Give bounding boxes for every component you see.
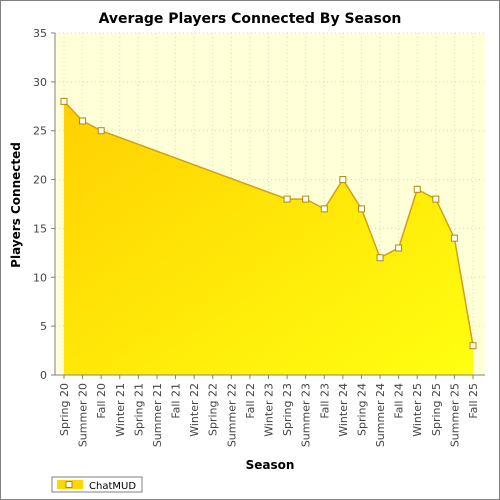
x-tick-label: Fall 25 — [467, 383, 480, 419]
x-tick-label: Fall 23 — [318, 383, 331, 419]
data-point — [79, 117, 87, 125]
data-point — [320, 205, 328, 213]
y-ticks: 0 5 10 15 20 25 30 35 — [33, 27, 55, 382]
x-axis-label: Season — [246, 458, 295, 472]
x-tick-label: Fall 24 — [393, 383, 406, 419]
x-tick-label: Fall 20 — [95, 383, 108, 419]
x-ticks: Spring 20 Summer 20 Fall 20 Winter 21 Spring… — [58, 375, 480, 447]
data-point — [450, 234, 458, 242]
data-point — [339, 176, 347, 184]
data-point — [395, 244, 403, 252]
x-tick-label: Summer 24 — [374, 383, 387, 447]
x-tick-label: Winter 23 — [263, 383, 276, 437]
y-tick-label: 0 — [40, 369, 47, 382]
data-point — [357, 205, 365, 213]
x-tick-label: Summer 22 — [225, 383, 238, 447]
y-tick-label: 5 — [40, 320, 47, 333]
data-point — [60, 97, 68, 105]
data-point — [283, 195, 291, 203]
y-tick-label: 10 — [33, 271, 47, 284]
x-tick-label: Summer 25 — [448, 383, 461, 447]
x-tick-label: Summer 20 — [77, 383, 90, 447]
chart-title: Average Players Connected By Season — [99, 11, 402, 27]
x-tick-label: Fall 22 — [244, 383, 257, 419]
x-tick-label: Spring 24 — [355, 383, 368, 436]
x-tick-label: Spring 22 — [207, 383, 220, 436]
y-tick-label: 35 — [33, 27, 47, 40]
data-point — [376, 254, 384, 262]
legend-label: ChatMUD — [89, 481, 136, 492]
x-tick-label: Spring 21 — [132, 383, 145, 436]
series-area-fill — [64, 101, 473, 376]
y-axis-label: Players Connected — [9, 142, 23, 268]
data-point — [97, 127, 105, 135]
x-tick-label: Spring 25 — [430, 383, 443, 436]
x-tick-label: Spring 20 — [58, 383, 71, 436]
x-tick-label: Summer 21 — [151, 383, 164, 447]
x-tick-label: Winter 21 — [114, 383, 127, 437]
y-tick-label: 15 — [33, 222, 47, 235]
marker-layer — [60, 97, 477, 350]
data-point — [469, 342, 477, 350]
data-point — [413, 185, 421, 193]
data-point — [302, 195, 310, 203]
x-tick-label: Spring 23 — [281, 383, 294, 436]
y-tick-label: 20 — [33, 174, 47, 187]
y-tick-label: 25 — [33, 125, 47, 138]
x-tick-label: Fall 21 — [170, 383, 183, 419]
x-tick-label: Winter 25 — [411, 383, 424, 437]
x-tick-label: Winter 24 — [337, 383, 350, 437]
x-tick-label: Winter 22 — [188, 383, 201, 437]
y-tick-label: 30 — [33, 76, 47, 89]
x-tick-label: Summer 23 — [300, 383, 313, 447]
legend-marker — [65, 481, 73, 488]
data-point — [432, 195, 440, 203]
legend: ChatMUD — [51, 476, 143, 493]
